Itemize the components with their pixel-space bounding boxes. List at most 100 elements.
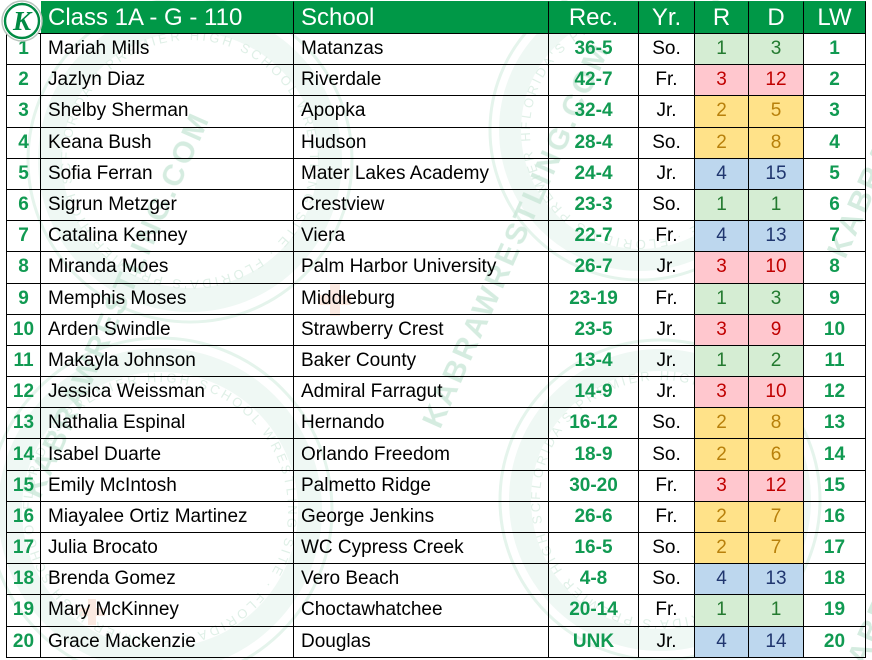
- name-cell: Mary McKinney: [41, 595, 294, 627]
- name-cell: Nathalia Espinal: [41, 408, 294, 440]
- table-row: 9 Memphis Moses Middleburg 23-19 Fr. 1 3 9: [6, 283, 867, 315]
- region-cell: 1: [695, 34, 749, 66]
- record-cell: 16-5: [549, 533, 639, 565]
- district-cell: 9: [749, 314, 804, 346]
- district-cell: 7: [749, 533, 804, 565]
- year-cell: Jr.: [639, 158, 695, 190]
- school-cell: WC Cypress Creek: [294, 533, 549, 565]
- district-cell: 7: [749, 501, 804, 533]
- table-row: 7 Catalina Kenney Viera 22-7 Fr. 4 13 7: [6, 221, 867, 253]
- district-cell: 10: [749, 252, 804, 284]
- record-cell: 13-4: [549, 345, 639, 378]
- school-cell: Matanzas: [294, 34, 549, 66]
- name-cell: Sofia Ferran: [41, 158, 294, 190]
- lastweek-cell: 8: [804, 252, 866, 284]
- region-cell: 2: [695, 127, 749, 159]
- table-row: 6 Sigrun Metzger Crestview 23-3 So. 1 1 6: [6, 189, 867, 222]
- rank-cell: 6: [6, 189, 41, 222]
- year-cell: Fr.: [639, 595, 695, 627]
- record-cell: UNK: [549, 626, 639, 658]
- year-cell: So.: [639, 439, 695, 471]
- name-cell: Keana Bush: [41, 127, 294, 159]
- district-cell: 2: [749, 345, 804, 378]
- name-cell: Memphis Moses: [41, 283, 294, 315]
- name-cell: Miayalee Ortiz Martinez: [41, 501, 294, 533]
- lastweek-cell: 18: [804, 564, 866, 596]
- name-cell: Grace Mackenzie: [41, 626, 294, 658]
- header-cell-title: Class 1A - G - 110: [41, 1, 294, 34]
- year-cell: Fr.: [639, 221, 695, 253]
- name-cell: Isabel Duarte: [41, 439, 294, 471]
- name-cell: Emily McIntosh: [41, 470, 294, 502]
- year-cell: Jr.: [639, 377, 695, 409]
- name-cell: Catalina Kenney: [41, 221, 294, 253]
- region-cell: 1: [695, 345, 749, 378]
- school-cell: Strawberry Crest: [294, 314, 549, 346]
- school-cell: Palmetto Ridge: [294, 470, 549, 502]
- district-cell: 3: [749, 34, 804, 66]
- record-cell: 36-5: [549, 34, 639, 66]
- table-row: 17 Julia Brocato WC Cypress Creek 16-5 So. 2 7…: [6, 533, 867, 565]
- table-row: 15 Emily McIntosh Palmetto Ridge 30-20 Fr. 3 1…: [6, 470, 867, 502]
- table-row: 4 Keana Bush Hudson 28-4 So. 2 8 4: [6, 127, 867, 159]
- year-cell: Fr.: [639, 501, 695, 533]
- name-cell: Shelby Sherman: [41, 96, 294, 128]
- table-row: 3 Shelby Sherman Apopka 32-4 Jr. 2 5 3: [6, 96, 867, 128]
- name-cell: Jessica Weissman: [41, 377, 294, 409]
- school-cell: George Jenkins: [294, 501, 549, 533]
- year-cell: So.: [639, 564, 695, 596]
- rank-cell: 7: [6, 221, 41, 253]
- school-cell: Choctawhatchee: [294, 595, 549, 627]
- rank-cell: 19: [6, 595, 41, 627]
- district-cell: 13: [749, 564, 804, 596]
- rank-cell: 5: [6, 158, 41, 190]
- region-cell: 3: [695, 470, 749, 502]
- record-cell: 24-4: [549, 158, 639, 190]
- lastweek-cell: 15: [804, 470, 866, 502]
- lastweek-cell: 7: [804, 221, 866, 253]
- region-cell: 1: [695, 189, 749, 222]
- header-cell-record: Rec.: [549, 1, 639, 34]
- header-cell-lastweek: LW: [804, 1, 866, 34]
- region-cell: 4: [695, 626, 749, 658]
- lastweek-cell: 13: [804, 408, 866, 440]
- district-cell: 1: [749, 595, 804, 627]
- table-row: 2 Jazlyn Diaz Riverdale 42-7 Fr. 3 12 2: [6, 65, 867, 97]
- school-cell: Baker County: [294, 345, 549, 378]
- school-cell: Apopka: [294, 96, 549, 128]
- school-cell: Middleburg: [294, 283, 549, 315]
- rank-cell: 12: [6, 377, 41, 409]
- region-cell: 2: [695, 533, 749, 565]
- region-cell: 1: [695, 595, 749, 627]
- region-cell: 1: [695, 283, 749, 315]
- rank-cell: 9: [6, 283, 41, 315]
- rank-cell: 14: [6, 439, 41, 471]
- district-cell: 1: [749, 189, 804, 222]
- rank-cell: 13: [6, 408, 41, 440]
- lastweek-cell: 1: [804, 34, 866, 66]
- year-cell: Jr.: [639, 626, 695, 658]
- year-cell: So.: [639, 127, 695, 159]
- school-cell: Viera: [294, 221, 549, 253]
- record-cell: 16-12: [549, 408, 639, 440]
- record-cell: 23-3: [549, 189, 639, 222]
- year-cell: So.: [639, 189, 695, 222]
- region-cell: 3: [695, 377, 749, 409]
- region-cell: 2: [695, 439, 749, 471]
- table-row: 16 Miayalee Ortiz Martinez George Jenkins 2…: [6, 501, 867, 533]
- lastweek-cell: 12: [804, 377, 866, 409]
- table-row: 20 Grace Mackenzie Douglas UNK Jr. 4 14 20: [6, 626, 867, 658]
- header-row: Class 1A - G - 110 School Rec. Yr. R D L…: [6, 1, 867, 34]
- year-cell: Jr.: [639, 345, 695, 378]
- header-cell-district: D: [749, 1, 804, 34]
- school-cell: Mater Lakes Academy: [294, 158, 549, 190]
- region-cell: 4: [695, 221, 749, 253]
- name-cell: Makayla Johnson: [41, 345, 294, 378]
- district-cell: 12: [749, 470, 804, 502]
- school-cell: Palm Harbor University: [294, 252, 549, 284]
- table-row: 5 Sofia Ferran Mater Lakes Academy 24-4 Jr. 4…: [6, 158, 867, 190]
- record-cell: 23-5: [549, 314, 639, 346]
- school-cell: Vero Beach: [294, 564, 549, 596]
- table-row: 18 Brenda Gomez Vero Beach 4-8 So. 4 13 18: [6, 564, 867, 596]
- table-row: 19 Mary McKinney Choctawhatchee 20-14 Fr. 1 1 1…: [6, 595, 867, 627]
